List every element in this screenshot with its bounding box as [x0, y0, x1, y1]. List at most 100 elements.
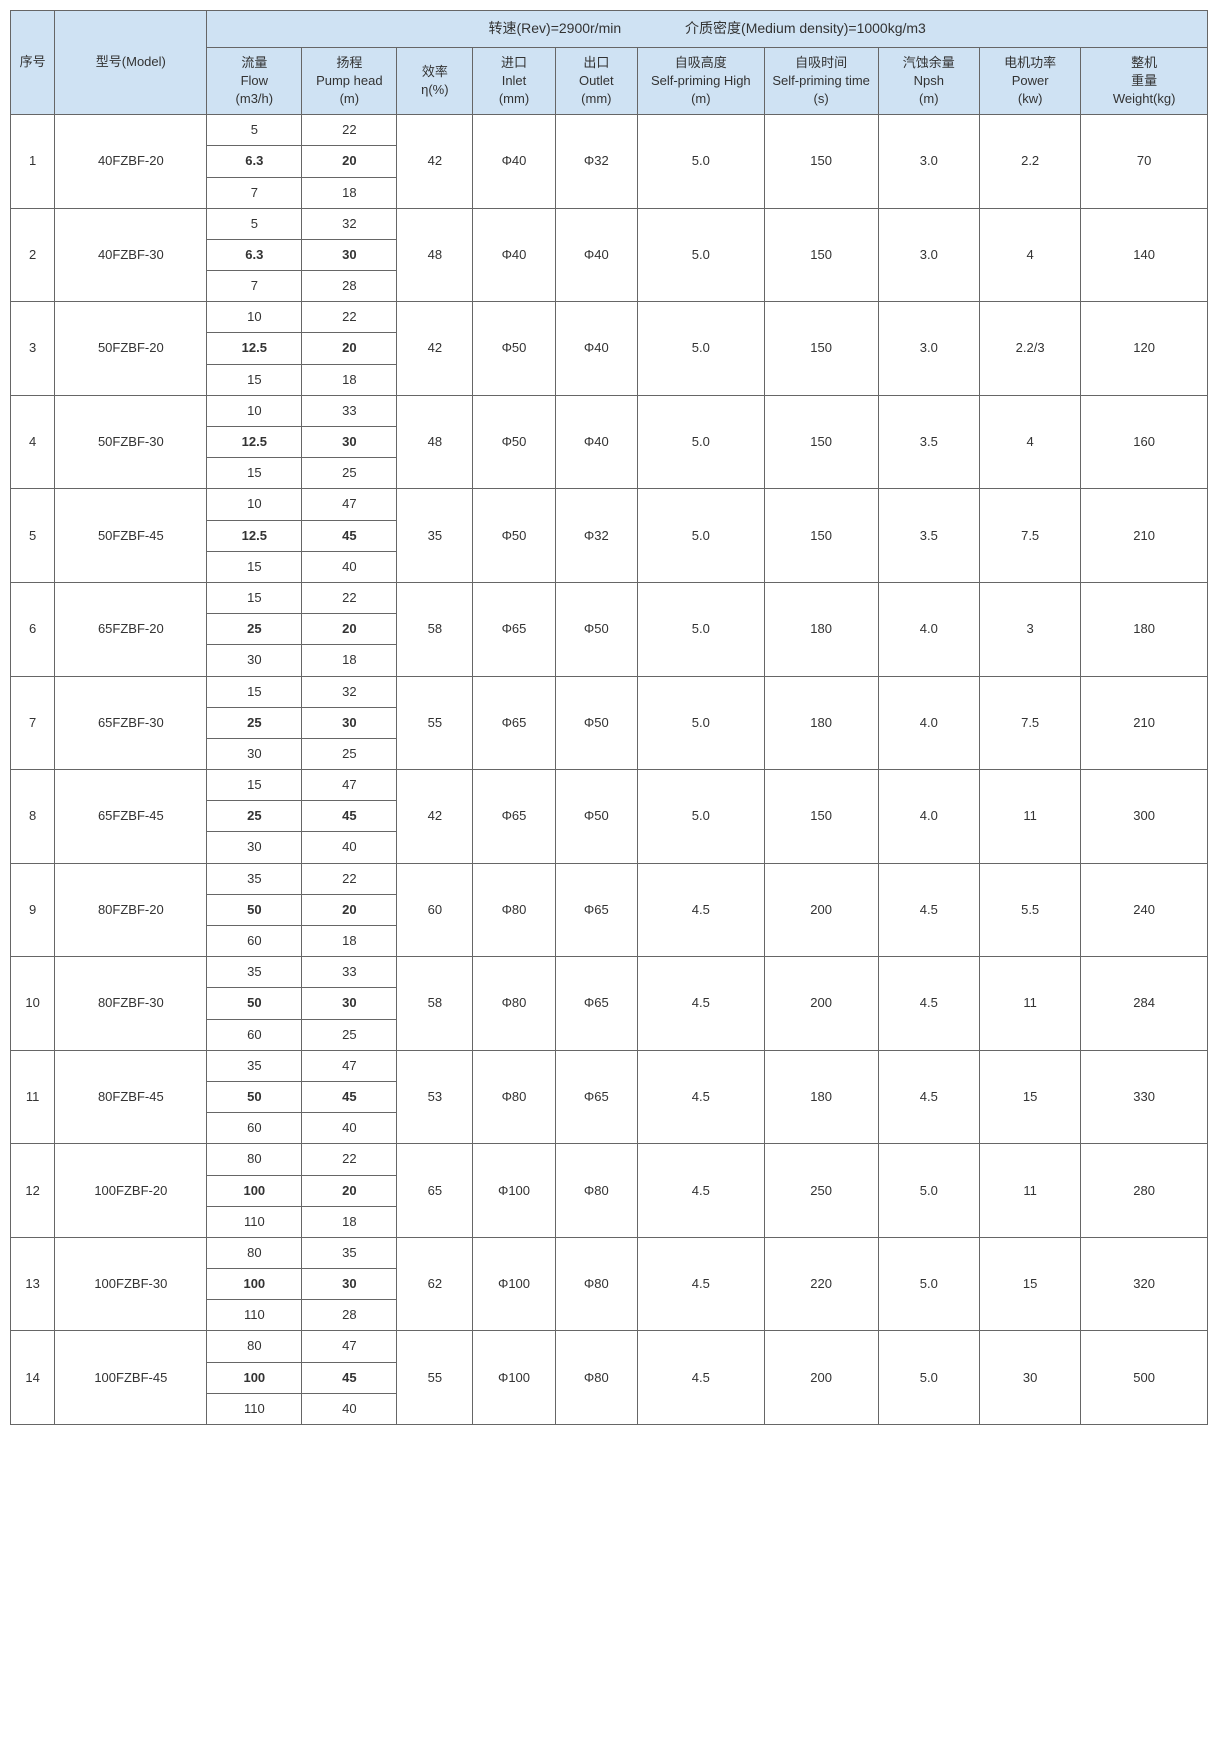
cell-power: 11 [979, 1144, 1080, 1238]
cell-outlet: Φ80 [555, 1144, 637, 1238]
cell-flow: 7 [207, 177, 302, 208]
header-outlet: 出口Outlet(mm) [555, 47, 637, 115]
cell-flow: 15 [207, 458, 302, 489]
cell-high: 4.5 [637, 1237, 764, 1331]
cell-flow: 6.3 [207, 239, 302, 270]
table-row: 1180FZBF-45354753Φ80Φ654.51804.515330 [11, 1050, 1208, 1081]
header-high: 自吸高度Self-priming High(m) [637, 47, 764, 115]
cell-outlet: Φ65 [555, 863, 637, 957]
cell-seq: 6 [11, 582, 55, 676]
cell-head: 18 [302, 364, 397, 395]
cell-head: 22 [302, 1144, 397, 1175]
cell-time: 220 [764, 1237, 878, 1331]
cell-time: 150 [764, 208, 878, 302]
cell-high: 4.5 [637, 957, 764, 1051]
cell-flow: 15 [207, 676, 302, 707]
cell-outlet: Φ80 [555, 1237, 637, 1331]
cell-power: 4 [979, 208, 1080, 302]
cell-power: 4 [979, 395, 1080, 489]
cell-time: 150 [764, 770, 878, 864]
cell-flow: 12.5 [207, 520, 302, 551]
table-body: 140FZBF-2052242Φ40Φ325.01503.02.2706.320… [11, 115, 1208, 1425]
table-row: 865FZBF-45154742Φ65Φ505.01504.011300 [11, 770, 1208, 801]
cell-seq: 4 [11, 395, 55, 489]
cell-npsh: 3.5 [878, 489, 979, 583]
cell-head: 32 [302, 208, 397, 239]
cell-weight: 210 [1081, 676, 1208, 770]
cell-flow: 30 [207, 832, 302, 863]
cell-head: 20 [302, 1175, 397, 1206]
cell-npsh: 3.0 [878, 115, 979, 209]
cell-flow: 35 [207, 1050, 302, 1081]
cell-inlet: Φ65 [473, 582, 555, 676]
cell-time: 250 [764, 1144, 878, 1238]
table-row: 13100FZBF-30803562Φ100Φ804.52205.015320 [11, 1237, 1208, 1268]
table-row: 14100FZBF-45804755Φ100Φ804.52005.030500 [11, 1331, 1208, 1362]
cell-npsh: 4.5 [878, 863, 979, 957]
cell-eff: 55 [397, 1331, 473, 1425]
cell-inlet: Φ65 [473, 770, 555, 864]
cell-flow: 50 [207, 1081, 302, 1112]
cell-flow: 60 [207, 1019, 302, 1050]
cell-flow: 10 [207, 395, 302, 426]
cell-eff: 62 [397, 1237, 473, 1331]
cell-time: 150 [764, 115, 878, 209]
header-npsh: 汽蚀余量Npsh(m) [878, 47, 979, 115]
cell-head: 45 [302, 1081, 397, 1112]
cell-time: 200 [764, 957, 878, 1051]
cell-head: 25 [302, 1019, 397, 1050]
cell-head: 20 [302, 894, 397, 925]
cell-npsh: 4.0 [878, 582, 979, 676]
cell-high: 5.0 [637, 208, 764, 302]
cell-high: 4.5 [637, 1144, 764, 1238]
cell-flow: 110 [207, 1393, 302, 1424]
cell-head: 40 [302, 1113, 397, 1144]
cell-npsh: 3.0 [878, 208, 979, 302]
header-flow: 流量Flow(m3/h) [207, 47, 302, 115]
cell-npsh: 3.0 [878, 302, 979, 396]
cell-flow: 30 [207, 645, 302, 676]
cell-eff: 55 [397, 676, 473, 770]
header-power: 电机功率Power(kw) [979, 47, 1080, 115]
cell-model: 65FZBF-45 [55, 770, 207, 864]
cell-eff: 48 [397, 208, 473, 302]
table-row: 665FZBF-20152258Φ65Φ505.01804.03180 [11, 582, 1208, 613]
cell-npsh: 5.0 [878, 1237, 979, 1331]
cell-seq: 11 [11, 1050, 55, 1144]
cell-weight: 70 [1081, 115, 1208, 209]
cell-head: 18 [302, 645, 397, 676]
cell-npsh: 5.0 [878, 1144, 979, 1238]
cell-outlet: Φ40 [555, 395, 637, 489]
cell-model: 40FZBF-30 [55, 208, 207, 302]
cell-head: 22 [302, 582, 397, 613]
cell-flow: 25 [207, 801, 302, 832]
cell-seq: 13 [11, 1237, 55, 1331]
table-row: 1080FZBF-30353358Φ80Φ654.52004.511284 [11, 957, 1208, 988]
cell-weight: 240 [1081, 863, 1208, 957]
cell-inlet: Φ100 [473, 1144, 555, 1238]
cell-head: 18 [302, 926, 397, 957]
table-row: 550FZBF-45104735Φ50Φ325.01503.57.5210 [11, 489, 1208, 520]
cell-eff: 58 [397, 957, 473, 1051]
cell-flow: 7 [207, 271, 302, 302]
cell-power: 5.5 [979, 863, 1080, 957]
table-row: 350FZBF-20102242Φ50Φ405.01503.02.2/3120 [11, 302, 1208, 333]
table-row: 12100FZBF-20802265Φ100Φ804.52505.011280 [11, 1144, 1208, 1175]
header-time: 自吸时间Self-priming time (s) [764, 47, 878, 115]
cell-flow: 6.3 [207, 146, 302, 177]
table-row: 765FZBF-30153255Φ65Φ505.01804.07.5210 [11, 676, 1208, 707]
cell-seq: 7 [11, 676, 55, 770]
cell-high: 5.0 [637, 676, 764, 770]
cell-inlet: Φ80 [473, 957, 555, 1051]
cell-power: 11 [979, 770, 1080, 864]
cell-outlet: Φ32 [555, 115, 637, 209]
super-header: 转速(Rev)=2900r/min 介质密度(Medium density)=1… [207, 11, 1208, 48]
cell-time: 200 [764, 1331, 878, 1425]
cell-head: 18 [302, 1206, 397, 1237]
cell-weight: 160 [1081, 395, 1208, 489]
cell-flow: 12.5 [207, 427, 302, 458]
cell-model: 80FZBF-20 [55, 863, 207, 957]
cell-head: 25 [302, 458, 397, 489]
cell-high: 5.0 [637, 770, 764, 864]
cell-flow: 110 [207, 1206, 302, 1237]
